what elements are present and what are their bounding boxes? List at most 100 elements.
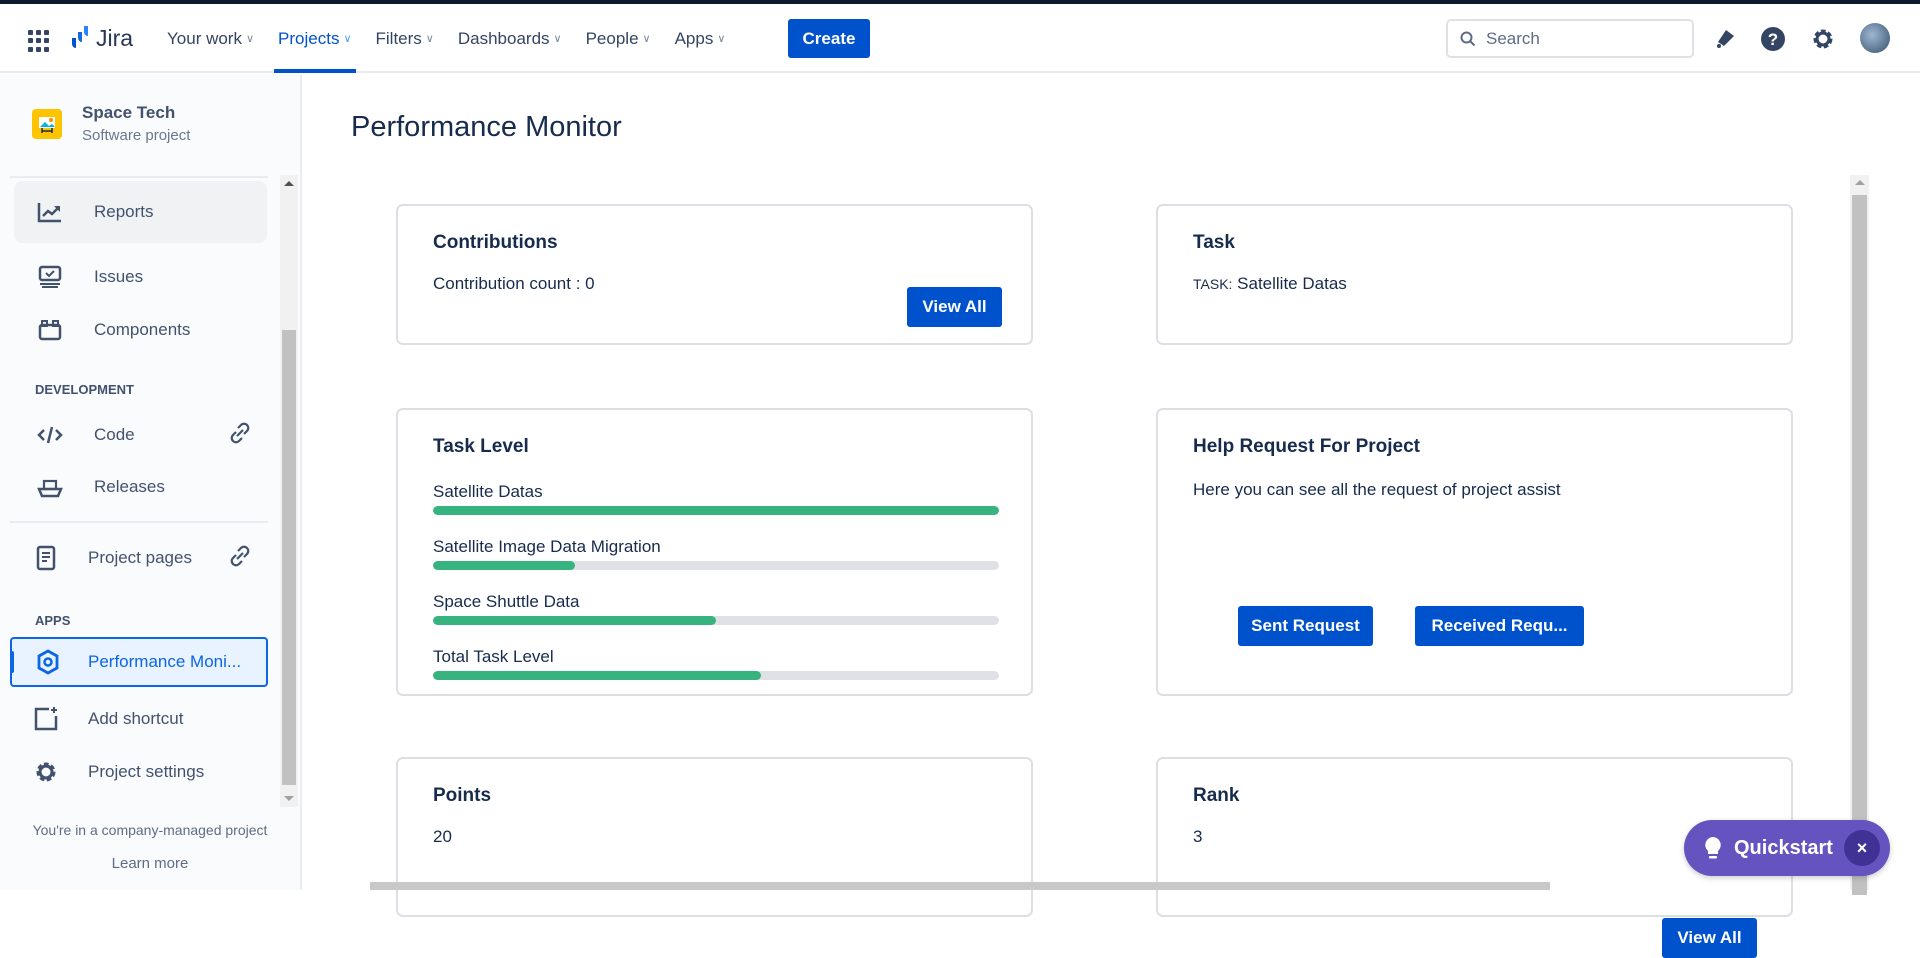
nav-filters[interactable]: Filters ∨ xyxy=(376,4,434,73)
help-description: Here you can see all the request of proj… xyxy=(1193,480,1561,499)
app-switcher-icon[interactable] xyxy=(28,30,50,52)
card-title: Contributions xyxy=(433,232,558,253)
notifications-bell-icon[interactable] xyxy=(1712,26,1738,52)
jira-logo[interactable]: Jira xyxy=(64,24,133,52)
sidebar-item-label: Performance Moni... xyxy=(88,652,242,671)
create-button[interactable]: Create xyxy=(788,19,870,58)
sidebar-item-performance-monitor[interactable]: Performance Moni... xyxy=(10,637,268,687)
task-prefix: TASK: xyxy=(1193,276,1233,292)
quickstart-label: Quickstart xyxy=(1734,836,1833,859)
sidebar-item-label: Project settings xyxy=(88,762,205,781)
project-header[interactable]: Space Tech Software project xyxy=(32,103,190,144)
rank-value: 3 xyxy=(1193,827,1203,846)
sidebar-scrollbar[interactable] xyxy=(280,175,298,807)
progress-bar xyxy=(433,671,999,680)
nav-people[interactable]: People ∨ xyxy=(586,4,651,73)
product-name: Jira xyxy=(96,24,134,51)
content-scrollbar[interactable] xyxy=(1850,175,1869,895)
search-icon xyxy=(1460,31,1476,46)
contribution-count: Contribution count : 0 xyxy=(433,274,595,293)
nav-label: Your work xyxy=(167,28,242,48)
card-title: Task Level xyxy=(433,436,529,457)
nav-projects[interactable]: Projects ∨ xyxy=(274,4,357,73)
progress-label: Satellite Image Data Migration xyxy=(433,537,661,556)
search-input[interactable] xyxy=(1486,28,1666,49)
sidebar-item-project-pages[interactable]: Project pages xyxy=(14,527,267,589)
chevron-down-icon: ∨ xyxy=(642,33,651,45)
card-title: Points xyxy=(433,785,492,806)
view-all-button[interactable]: View All xyxy=(907,287,1002,327)
chevron-down-icon: ∨ xyxy=(553,33,562,45)
search-box[interactable] xyxy=(1446,19,1694,58)
project-sidebar: Space Tech Software project Reports Issue… xyxy=(0,75,302,890)
project-name: Space Tech xyxy=(82,103,176,122)
svg-text:?: ? xyxy=(1768,30,1778,49)
chart-line-icon xyxy=(36,201,64,223)
project-avatar xyxy=(32,108,62,139)
horizontal-scrollbar[interactable] xyxy=(370,882,1550,890)
task-level-card: Task Level Satellite Datas Satellite Imag… xyxy=(396,408,1033,696)
sidebar-item-reports[interactable]: Reports xyxy=(14,181,267,243)
company-managed-note: You're in a company-managed project xyxy=(32,822,268,838)
scroll-up-arrow-icon[interactable] xyxy=(284,181,294,186)
task-card: Task TASK: Satellite Datas xyxy=(1156,204,1793,345)
progress-bar xyxy=(433,561,999,570)
progress-label: Satellite Datas xyxy=(433,482,543,501)
section-heading-apps: APPS xyxy=(35,613,71,628)
card-title: Help Request For Project xyxy=(1193,436,1420,457)
nav-dashboards[interactable]: Dashboards ∨ xyxy=(458,4,562,73)
sidebar-item-project-settings[interactable]: Project settings xyxy=(14,741,267,803)
settings-gear-icon[interactable] xyxy=(1810,26,1836,52)
chevron-down-icon: ∨ xyxy=(245,33,255,45)
contributions-card: Contributions Contribution count : 0 Vie… xyxy=(396,204,1033,345)
nav-your-work[interactable]: Your work ∨ xyxy=(167,4,254,73)
learn-more-link[interactable]: Learn more xyxy=(111,855,189,872)
scroll-down-arrow-icon[interactable] xyxy=(284,796,294,801)
help-icon[interactable]: ? xyxy=(1760,26,1786,52)
divider xyxy=(10,521,268,523)
add-shortcut-icon xyxy=(32,706,60,732)
browser-top-strip xyxy=(0,0,1920,4)
sidebar-item-components[interactable]: Components xyxy=(14,299,267,361)
scroll-up-arrow-icon[interactable] xyxy=(1855,180,1865,185)
nav-apps[interactable]: Apps ∨ xyxy=(675,4,726,73)
close-icon[interactable]: × xyxy=(1844,830,1880,866)
progress-fill xyxy=(433,561,575,570)
sidebar-item-label: Code xyxy=(94,425,135,444)
page-title: Performance Monitor xyxy=(351,111,622,143)
progress-label: Total Task Level xyxy=(433,647,554,666)
monitor-check-icon xyxy=(36,265,64,289)
sidebar-item-label: Reports xyxy=(94,202,154,221)
points-value: 20 xyxy=(433,827,452,846)
sidebar-item-label: Project pages xyxy=(88,548,192,567)
scrollbar-thumb[interactable] xyxy=(1852,195,1867,895)
sidebar-item-code[interactable]: Code xyxy=(14,404,267,466)
sidebar-item-label: Issues xyxy=(94,267,144,286)
sidebar-item-label: Add shortcut xyxy=(88,709,184,728)
received-request-button[interactable]: Received Requ... xyxy=(1415,606,1584,646)
settings-gear-icon xyxy=(32,759,60,785)
page-icon xyxy=(32,545,60,571)
sidebar-item-add-shortcut[interactable]: Add shortcut xyxy=(14,688,267,750)
rank-view-all-button[interactable]: View All xyxy=(1662,918,1757,958)
ship-icon xyxy=(36,476,64,498)
nav-label: Filters xyxy=(375,28,422,48)
sidebar-item-issues[interactable]: Issues xyxy=(14,246,267,308)
nav-label: Projects xyxy=(278,28,340,48)
progress-fill xyxy=(433,506,999,515)
quickstart-button[interactable]: Quickstart × xyxy=(1684,820,1890,876)
nav-label: Apps xyxy=(674,28,714,48)
sidebar-item-releases[interactable]: Releases xyxy=(14,456,267,518)
hexagon-app-icon xyxy=(34,649,62,675)
card-title: Task xyxy=(1193,232,1235,253)
code-icon xyxy=(36,425,64,445)
progress-label: Space Shuttle Data xyxy=(433,592,580,611)
sent-request-button[interactable]: Sent Request xyxy=(1238,606,1373,646)
chevron-down-icon: ∨ xyxy=(717,33,726,45)
divider xyxy=(10,176,268,178)
scrollbar-thumb[interactable] xyxy=(282,330,296,785)
progress-bar xyxy=(433,616,999,625)
card-title: Rank xyxy=(1193,785,1240,806)
chevron-down-icon: ∨ xyxy=(343,33,352,45)
user-avatar[interactable] xyxy=(1860,23,1890,53)
